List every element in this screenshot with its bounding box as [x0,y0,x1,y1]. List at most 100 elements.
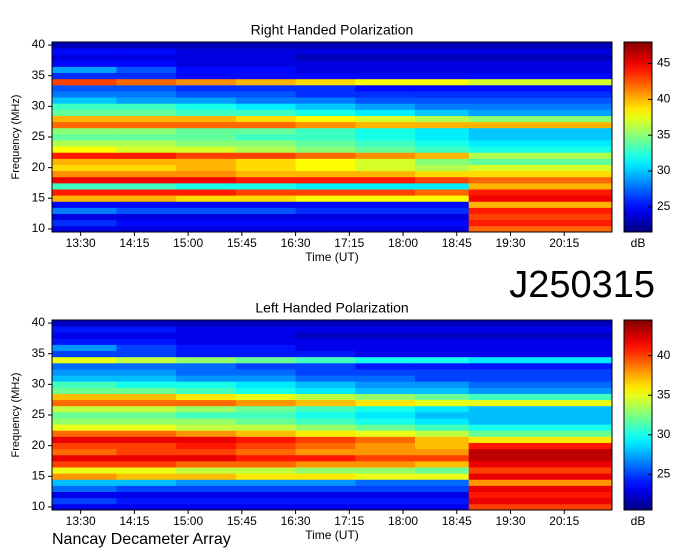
heatmap-cell [116,405,177,413]
heatmap-cell [414,326,470,333]
heatmap-cell [235,91,296,98]
heatmap-cell [468,479,613,486]
heatmap-cell [116,189,177,196]
heatmap-cell [355,344,416,352]
heatmap-cell [414,213,470,221]
heatmap-cell [116,424,177,431]
heatmap-cell [414,362,470,370]
heatmap-cell [176,387,237,394]
heatmap-cell [52,201,117,208]
heatmap-cell [355,207,416,215]
heatmap-cell [116,485,177,493]
heatmap-cell [355,320,416,327]
heatmap-cell [295,176,356,184]
heatmap-cell [176,103,237,110]
heatmap-cell [52,213,117,221]
heatmap-cell [116,497,177,505]
heatmap-cell [295,356,356,364]
heatmap-cell [116,54,177,61]
heatmap-cell [414,84,470,92]
heatmap-cell [52,127,117,135]
x-tick-label: 15:00 [173,514,203,528]
heatmap-cell [295,42,356,49]
heatmap-cell [176,78,237,86]
heatmap-cell [176,219,237,227]
heatmap-cell [355,405,416,413]
heatmap-cell [468,503,613,511]
heatmap-cell [295,454,356,462]
heatmap-cell [52,430,117,437]
heatmap-cell [176,467,237,474]
heatmap-cell [295,411,356,419]
heatmap-cell [52,176,117,184]
heatmap-cell [176,454,237,462]
heatmap-cell [52,91,117,98]
heatmap-cell [295,460,356,468]
heatmap-cell [235,491,296,499]
heatmap-cell [355,448,416,456]
heatmap-cell [235,66,296,74]
heatmap-cell [355,332,416,339]
heatmap-cell [116,127,177,135]
heatmap-cell [235,201,296,208]
heatmap-cell [116,66,177,74]
heatmap-cell [355,467,416,474]
heatmap-cell [176,66,237,74]
heatmap-cell [295,115,356,123]
heatmap-cell [116,158,177,165]
heatmap-cell [52,356,117,364]
heatmap-cell [116,219,177,227]
heatmap-cell [414,182,470,190]
heatmap-cell [52,140,117,147]
x-tick-label: 20:15 [549,236,579,250]
heatmap-cell [295,201,356,208]
heatmap-cell [355,393,416,401]
heatmap-cell [235,60,296,67]
heatmap-cell [468,103,613,110]
heatmap-cell [52,485,117,493]
heatmap-cell [52,84,117,92]
heatmap-cell [116,225,177,233]
heatmap-cell [414,485,470,493]
heatmap-cell [116,473,177,480]
heatmap-cell [355,121,416,129]
heatmap-cell [176,424,237,431]
heatmap-cell [116,326,177,333]
heatmap-cell [235,54,296,61]
heatmap-cell [295,164,356,172]
heatmap-cell [355,127,416,135]
heatmap-cell [176,213,237,221]
colorbar-tick-label: 25 [657,467,671,481]
heatmap-cell [176,411,237,419]
heatmap-cell [355,491,416,499]
x-tick-label: 18:00 [388,236,418,250]
heatmap-cell [295,442,356,450]
heatmap-cell [295,467,356,474]
heatmap-cell [355,133,416,141]
heatmap-cell [116,344,177,352]
heatmap-cell [116,133,177,141]
heatmap-cell [468,497,613,505]
x-tick-label: 20:15 [549,514,579,528]
colorbar [623,319,653,511]
heatmap-cell [235,411,296,419]
heatmap-cell [355,195,416,202]
heatmap-cell [355,140,416,147]
heatmap-cell [468,127,613,135]
heatmap-cell [468,473,613,480]
heatmap-cell [116,72,177,80]
heatmap-cell [295,109,356,116]
heatmap-cell [295,320,356,327]
heatmap-cell [414,387,470,394]
x-tick-label: 13:30 [66,236,96,250]
heatmap-cell [295,213,356,221]
heatmap-cell [235,207,296,215]
heatmap-cell [295,103,356,110]
heatmap-cell [414,176,470,184]
heatmap-cell [355,430,416,437]
heatmap-cell [116,448,177,456]
heatmap-cell [176,369,237,376]
heatmap-cell [235,460,296,468]
heatmap-cell [414,115,470,123]
heatmap-cell [116,182,177,190]
